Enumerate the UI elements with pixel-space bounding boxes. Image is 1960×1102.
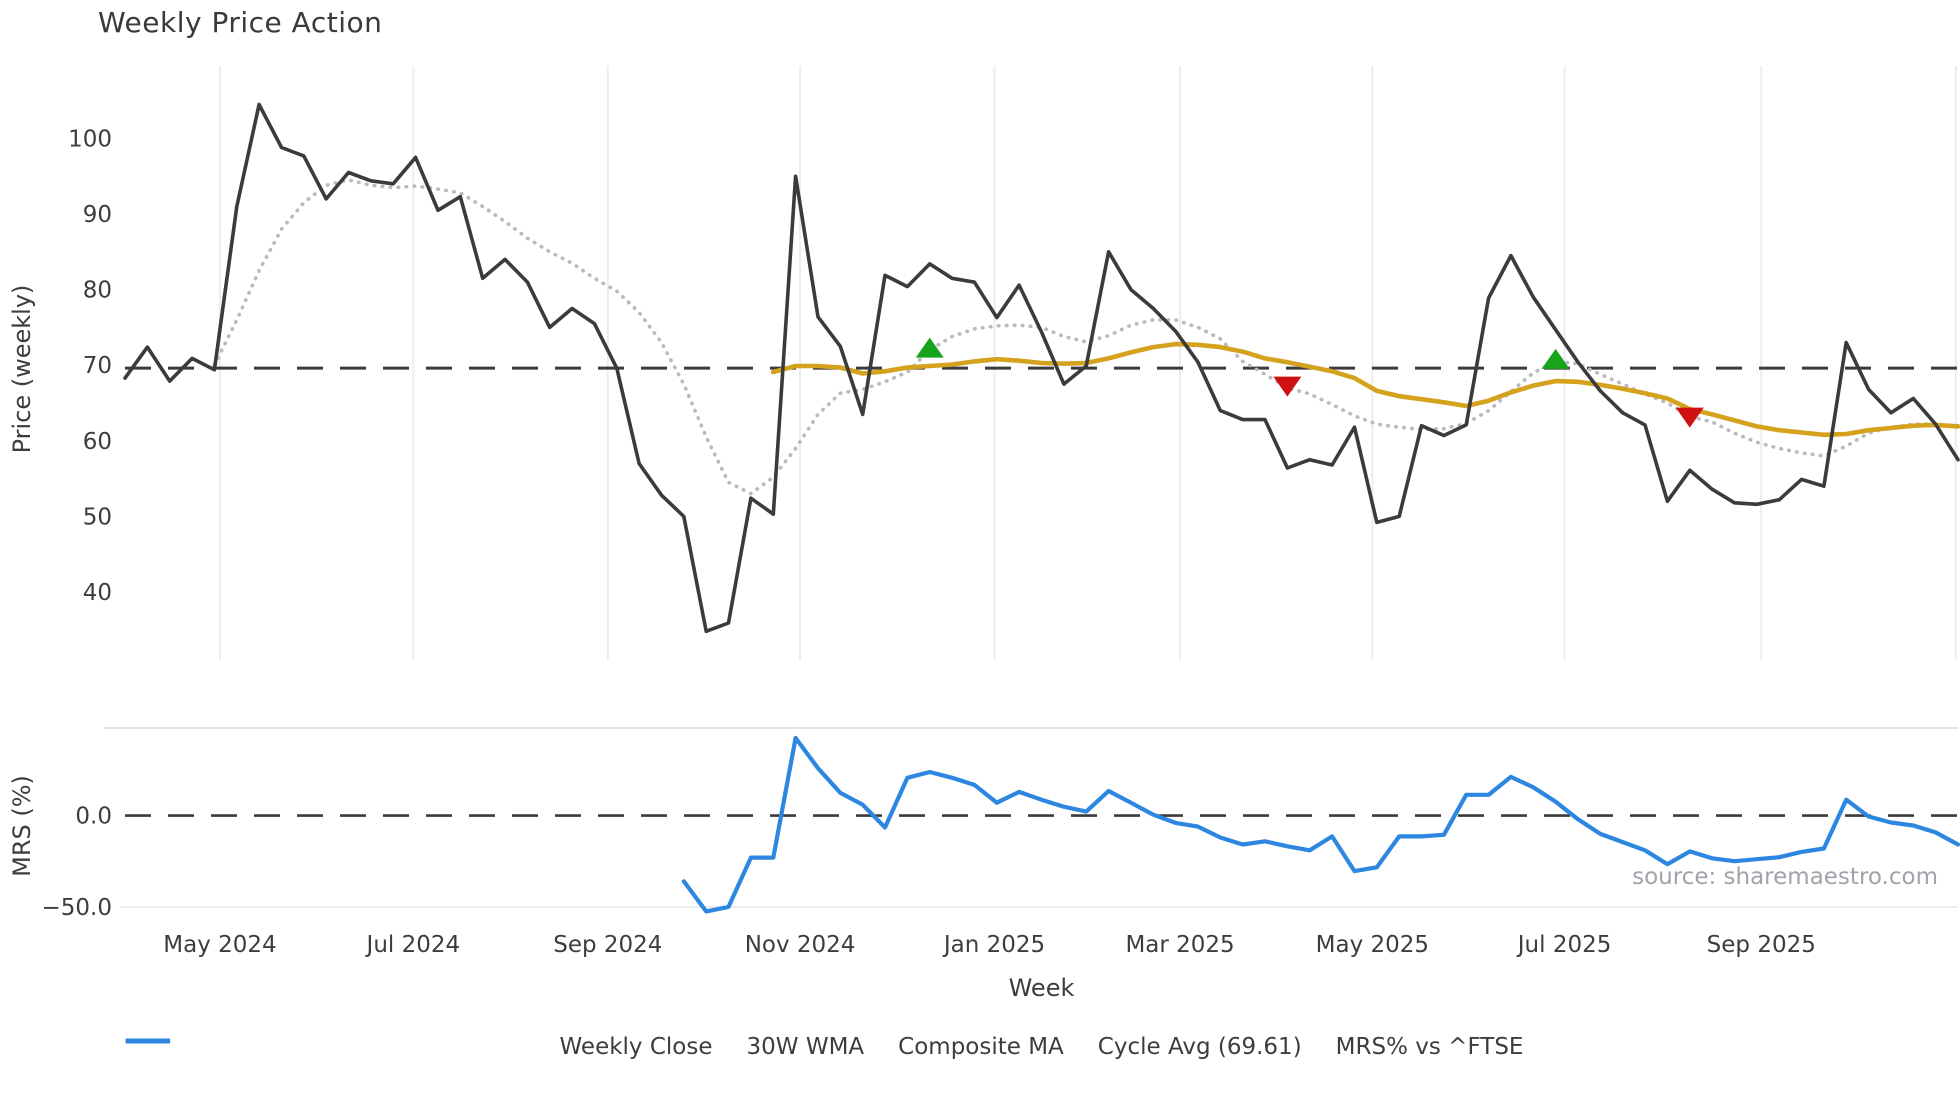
price-ytick-label: 40 bbox=[83, 580, 112, 606]
legend-item[interactable]: Composite MA bbox=[125, 1034, 1064, 1060]
weekly-close-line bbox=[123, 102, 1960, 634]
price-ytick-label: 50 bbox=[83, 504, 112, 530]
price-ytick-label: 100 bbox=[68, 126, 112, 152]
price-axis-title: Price (weekly) bbox=[8, 285, 36, 454]
x-tick-label: Jul 2025 bbox=[1516, 932, 1612, 958]
x-tick-label: Sep 2025 bbox=[1707, 932, 1816, 958]
wma-line bbox=[771, 341, 1960, 438]
x-tick-label: May 2024 bbox=[163, 932, 276, 958]
composite-ma-line bbox=[212, 178, 1960, 496]
price-ytick-label: 60 bbox=[83, 429, 112, 455]
legend-item[interactable]: Cycle Avg (69.61) bbox=[126, 1034, 1302, 1060]
legend: Weekly Close 30W WMA Composite MA Cycle Avg… bbox=[125, 1034, 1958, 1060]
mrs-axis-title: MRS (%) bbox=[8, 775, 36, 877]
x-axis-title: Week bbox=[1008, 974, 1075, 1002]
legend-label: Cycle Avg (69.61) bbox=[1097, 1034, 1302, 1060]
price-ytick-label: 90 bbox=[83, 202, 112, 228]
x-tick-label: Nov 2024 bbox=[745, 932, 856, 958]
price-ytick-label: 80 bbox=[83, 278, 112, 304]
price-ytick-label: 70 bbox=[83, 353, 112, 379]
x-tick-label: Jul 2024 bbox=[365, 932, 461, 958]
buy-triangle-marker bbox=[915, 337, 944, 358]
legend-label: 30W WMA bbox=[746, 1034, 865, 1060]
legend-label: Composite MA bbox=[898, 1034, 1064, 1060]
chart-title: Weekly Price Action bbox=[98, 6, 383, 39]
sell-triangle-marker bbox=[1675, 407, 1704, 428]
mrs-ytick-label: 0.0 bbox=[75, 804, 112, 830]
legend-label: Weekly Close bbox=[559, 1034, 713, 1060]
legend-item[interactable]: 30W WMA bbox=[126, 1034, 865, 1060]
legend-item[interactable]: Weekly Close bbox=[126, 1034, 713, 1060]
x-tick-label: Mar 2025 bbox=[1125, 932, 1234, 958]
source-credit: source: sharemaestro.com bbox=[1632, 864, 1938, 890]
x-tick-label: Sep 2024 bbox=[553, 932, 662, 958]
legend-item[interactable]: MRS% vs ^FTSE bbox=[126, 1034, 1524, 1060]
mrs-ytick-label: −50.0 bbox=[42, 895, 112, 921]
legend-swatch-solid-line bbox=[126, 1038, 170, 1044]
buy-triangle-marker bbox=[1541, 348, 1570, 369]
x-tick-label: Jan 2025 bbox=[942, 932, 1045, 958]
mrs-line bbox=[681, 735, 1960, 914]
x-tick-label: May 2025 bbox=[1316, 932, 1429, 958]
legend-label: MRS% vs ^FTSE bbox=[1335, 1034, 1524, 1060]
sell-triangle-marker bbox=[1273, 376, 1302, 397]
